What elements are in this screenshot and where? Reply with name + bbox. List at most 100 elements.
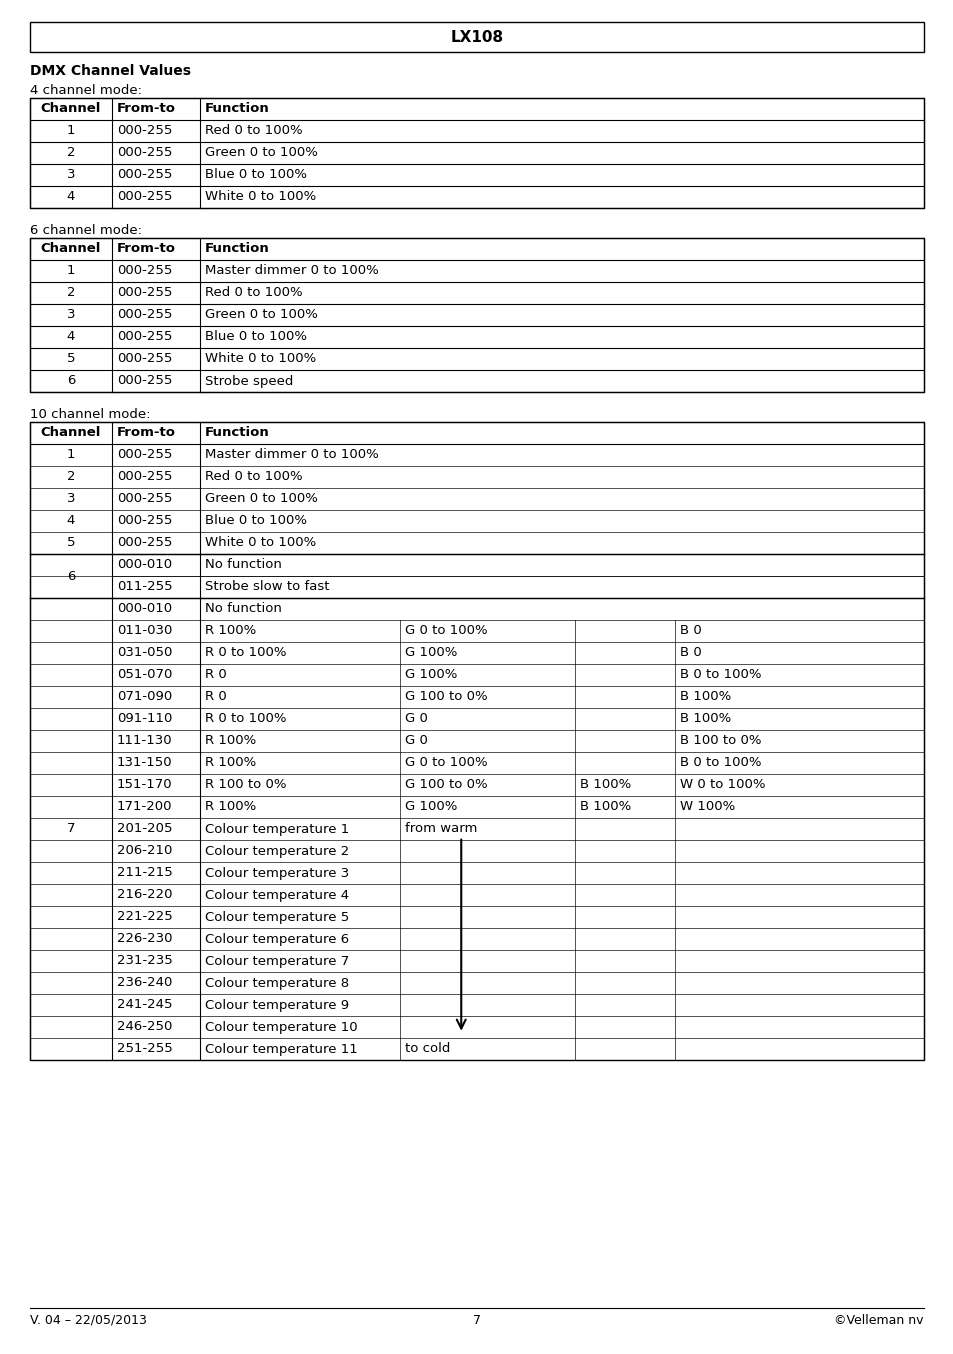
Text: Strobe slow to fast: Strobe slow to fast bbox=[205, 581, 329, 593]
Text: 3: 3 bbox=[67, 168, 75, 181]
Text: Channel: Channel bbox=[41, 427, 101, 440]
Text: 4 channel mode:: 4 channel mode: bbox=[30, 84, 142, 97]
Text: Strobe speed: Strobe speed bbox=[205, 375, 294, 387]
Text: 3: 3 bbox=[67, 309, 75, 321]
Text: 051-070: 051-070 bbox=[117, 669, 172, 681]
Text: B 100 to 0%: B 100 to 0% bbox=[679, 734, 760, 747]
Text: 4: 4 bbox=[67, 330, 75, 344]
Text: Colour temperature 2: Colour temperature 2 bbox=[205, 845, 349, 857]
Text: White 0 to 100%: White 0 to 100% bbox=[205, 191, 315, 203]
Text: 241-245: 241-245 bbox=[117, 998, 172, 1011]
Text: R 0: R 0 bbox=[205, 691, 227, 704]
Text: G 100 to 0%: G 100 to 0% bbox=[405, 779, 487, 792]
Text: R 0 to 100%: R 0 to 100% bbox=[205, 646, 286, 659]
Text: Colour temperature 10: Colour temperature 10 bbox=[205, 1021, 357, 1033]
Text: from warm: from warm bbox=[405, 822, 476, 835]
Text: Red 0 to 100%: Red 0 to 100% bbox=[205, 470, 302, 483]
Text: 6: 6 bbox=[67, 570, 75, 582]
Text: From-to: From-to bbox=[117, 103, 175, 115]
Text: 2: 2 bbox=[67, 146, 75, 160]
Text: G 0 to 100%: G 0 to 100% bbox=[405, 624, 487, 638]
Text: 091-110: 091-110 bbox=[117, 712, 172, 726]
Text: 6: 6 bbox=[67, 375, 75, 387]
Text: R 0: R 0 bbox=[205, 669, 227, 681]
Text: W 0 to 100%: W 0 to 100% bbox=[679, 779, 764, 792]
Text: G 0: G 0 bbox=[405, 734, 428, 747]
Text: Master dimmer 0 to 100%: Master dimmer 0 to 100% bbox=[205, 264, 378, 278]
Text: 4: 4 bbox=[67, 191, 75, 203]
Text: B 100%: B 100% bbox=[679, 712, 731, 726]
Text: 000-255: 000-255 bbox=[117, 168, 172, 181]
Text: No function: No function bbox=[205, 603, 281, 616]
Text: 236-240: 236-240 bbox=[117, 976, 172, 990]
Text: G 100%: G 100% bbox=[405, 646, 456, 659]
Text: G 100%: G 100% bbox=[405, 800, 456, 814]
Text: 5: 5 bbox=[67, 536, 75, 550]
Text: R 100%: R 100% bbox=[205, 757, 256, 769]
Text: Colour temperature 7: Colour temperature 7 bbox=[205, 955, 349, 968]
Text: Green 0 to 100%: Green 0 to 100% bbox=[205, 493, 317, 505]
Text: LX108: LX108 bbox=[450, 30, 503, 45]
Bar bbox=[30, 97, 923, 209]
Text: Colour temperature 4: Colour temperature 4 bbox=[205, 888, 349, 902]
Text: 000-255: 000-255 bbox=[117, 309, 172, 321]
Text: G 0 to 100%: G 0 to 100% bbox=[405, 757, 487, 769]
Text: No function: No function bbox=[205, 558, 281, 571]
Text: 4: 4 bbox=[67, 515, 75, 528]
Text: 216-220: 216-220 bbox=[117, 888, 172, 902]
Text: Green 0 to 100%: Green 0 to 100% bbox=[205, 309, 317, 321]
Text: 000-010: 000-010 bbox=[117, 558, 172, 571]
Text: 000-255: 000-255 bbox=[117, 493, 172, 505]
Text: 7: 7 bbox=[473, 1313, 480, 1327]
Text: Blue 0 to 100%: Blue 0 to 100% bbox=[205, 515, 307, 528]
Text: 131-150: 131-150 bbox=[117, 757, 172, 769]
Text: White 0 to 100%: White 0 to 100% bbox=[205, 352, 315, 366]
Text: B 100%: B 100% bbox=[579, 800, 631, 814]
Text: 221-225: 221-225 bbox=[117, 910, 172, 923]
Text: 2: 2 bbox=[67, 287, 75, 299]
Text: Red 0 to 100%: Red 0 to 100% bbox=[205, 287, 302, 299]
Text: From-to: From-to bbox=[117, 427, 175, 440]
Text: Colour temperature 6: Colour temperature 6 bbox=[205, 933, 349, 945]
Text: 000-255: 000-255 bbox=[117, 125, 172, 138]
Text: 246-250: 246-250 bbox=[117, 1021, 172, 1033]
Text: B 0: B 0 bbox=[679, 646, 701, 659]
Bar bbox=[30, 238, 923, 393]
Text: 3: 3 bbox=[67, 493, 75, 505]
Text: DMX Channel Values: DMX Channel Values bbox=[30, 64, 191, 79]
Text: B 0 to 100%: B 0 to 100% bbox=[679, 757, 760, 769]
Text: 071-090: 071-090 bbox=[117, 691, 172, 704]
Text: Channel: Channel bbox=[41, 103, 101, 115]
Text: B 0 to 100%: B 0 to 100% bbox=[679, 669, 760, 681]
Text: R 100%: R 100% bbox=[205, 624, 256, 638]
Bar bbox=[30, 422, 923, 1060]
Text: Channel: Channel bbox=[41, 242, 101, 256]
Text: 6 channel mode:: 6 channel mode: bbox=[30, 223, 142, 237]
Text: 7: 7 bbox=[67, 822, 75, 835]
Text: 000-010: 000-010 bbox=[117, 603, 172, 616]
Text: B 100%: B 100% bbox=[679, 691, 731, 704]
Text: Blue 0 to 100%: Blue 0 to 100% bbox=[205, 330, 307, 344]
Text: 000-255: 000-255 bbox=[117, 146, 172, 160]
Text: 1: 1 bbox=[67, 448, 75, 462]
Bar bbox=[30, 22, 923, 51]
Text: White 0 to 100%: White 0 to 100% bbox=[205, 536, 315, 550]
Text: 000-255: 000-255 bbox=[117, 191, 172, 203]
Text: 231-235: 231-235 bbox=[117, 955, 172, 968]
Text: Colour temperature 9: Colour temperature 9 bbox=[205, 998, 349, 1011]
Text: G 0: G 0 bbox=[405, 712, 428, 726]
Text: Red 0 to 100%: Red 0 to 100% bbox=[205, 125, 302, 138]
Text: 206-210: 206-210 bbox=[117, 845, 172, 857]
Text: 000-255: 000-255 bbox=[117, 536, 172, 550]
Text: 10 channel mode:: 10 channel mode: bbox=[30, 408, 151, 421]
Text: Colour temperature 5: Colour temperature 5 bbox=[205, 910, 349, 923]
Text: 5: 5 bbox=[67, 352, 75, 366]
Text: Colour temperature 1: Colour temperature 1 bbox=[205, 822, 349, 835]
Text: 031-050: 031-050 bbox=[117, 646, 172, 659]
Text: Function: Function bbox=[205, 103, 270, 115]
Text: ©Velleman nv: ©Velleman nv bbox=[834, 1313, 923, 1327]
Text: 1: 1 bbox=[67, 125, 75, 138]
Text: 000-255: 000-255 bbox=[117, 330, 172, 344]
Text: 000-255: 000-255 bbox=[117, 515, 172, 528]
Text: Colour temperature 8: Colour temperature 8 bbox=[205, 976, 349, 990]
